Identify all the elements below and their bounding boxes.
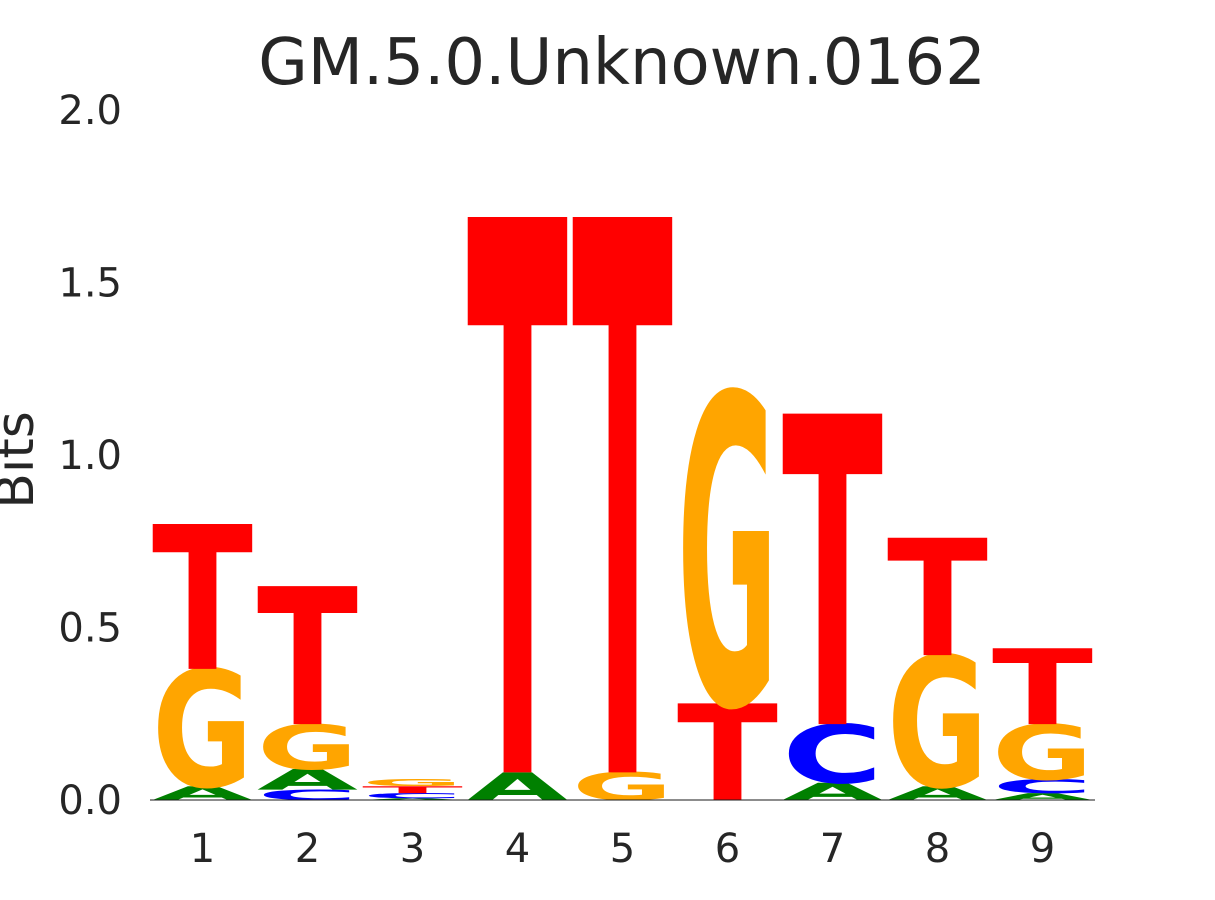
- logo-letter-t-pos5: T: [572, 67, 674, 900]
- x-tick-label: 7: [820, 826, 845, 872]
- x-tick-label: 6: [715, 826, 740, 872]
- logo-letter-t-pos3: T: [362, 784, 463, 795]
- logo-letter-c-pos2: C: [257, 787, 358, 804]
- x-tick-label: 3: [400, 826, 425, 872]
- logo-letter-g-pos8: G: [887, 620, 988, 829]
- logo-letter-g-pos3: G: [362, 777, 463, 788]
- logo-letter-c-pos7: C: [782, 708, 883, 802]
- logo-letter-t-pos1: T: [152, 485, 253, 716]
- logo-letter-a-pos3: A: [362, 798, 463, 801]
- x-tick-label: 1: [190, 826, 215, 872]
- logo-letter-t-pos4: T: [467, 67, 569, 900]
- logo-letter-a-pos9: A: [992, 791, 1094, 802]
- y-axis-label: Bits: [0, 411, 46, 509]
- logo-letter-t-pos6: T: [677, 678, 778, 832]
- y-tick-label: 2.0: [58, 88, 122, 134]
- y-tick-label: 1.5: [58, 261, 122, 307]
- logo-letter-a-pos8: A: [887, 782, 988, 804]
- x-tick-label: 9: [1030, 826, 1055, 872]
- x-tick-label: 2: [295, 826, 320, 872]
- logo-letter-a-pos1: A: [152, 782, 253, 804]
- logo-letter-c-pos9: C: [992, 776, 1093, 798]
- logo-letter-g-pos9: G: [992, 710, 1093, 798]
- logo-letter-a-pos2: A: [257, 763, 358, 796]
- x-tick-label: 5: [610, 826, 635, 872]
- logo-letter-a-pos7: A: [782, 778, 884, 806]
- logo-letter-t-pos9: T: [992, 628, 1093, 749]
- chart-title: GM.5.0.Unknown.0162: [258, 26, 986, 100]
- y-axis-ticks: 0.0 0.5 1.0 1.5 2.0: [58, 88, 122, 824]
- logo-letter-g-pos2: G: [257, 712, 358, 783]
- y-tick-label: 1.0: [58, 433, 122, 479]
- logo-letter-g-pos5: G: [572, 765, 673, 809]
- logo-letter-t-pos8: T: [887, 506, 988, 693]
- y-tick-label: 0.5: [58, 606, 122, 652]
- logo-letter-g-pos6: G: [677, 308, 778, 804]
- logo-letter-t-pos7: T: [782, 330, 884, 826]
- x-tick-label: 8: [925, 826, 950, 872]
- logo-letter-g-pos1: G: [152, 637, 253, 825]
- logo-letter-a-pos4: A: [467, 765, 568, 809]
- y-tick-label: 0.0: [58, 778, 122, 824]
- x-tick-label: 4: [505, 826, 530, 872]
- logo-letter-c-pos3: C: [362, 792, 463, 800]
- logo-letter-t-pos2: T: [257, 549, 358, 770]
- x-axis-ticks: 1 2 3 4 5 6 7 8 9: [190, 826, 1055, 872]
